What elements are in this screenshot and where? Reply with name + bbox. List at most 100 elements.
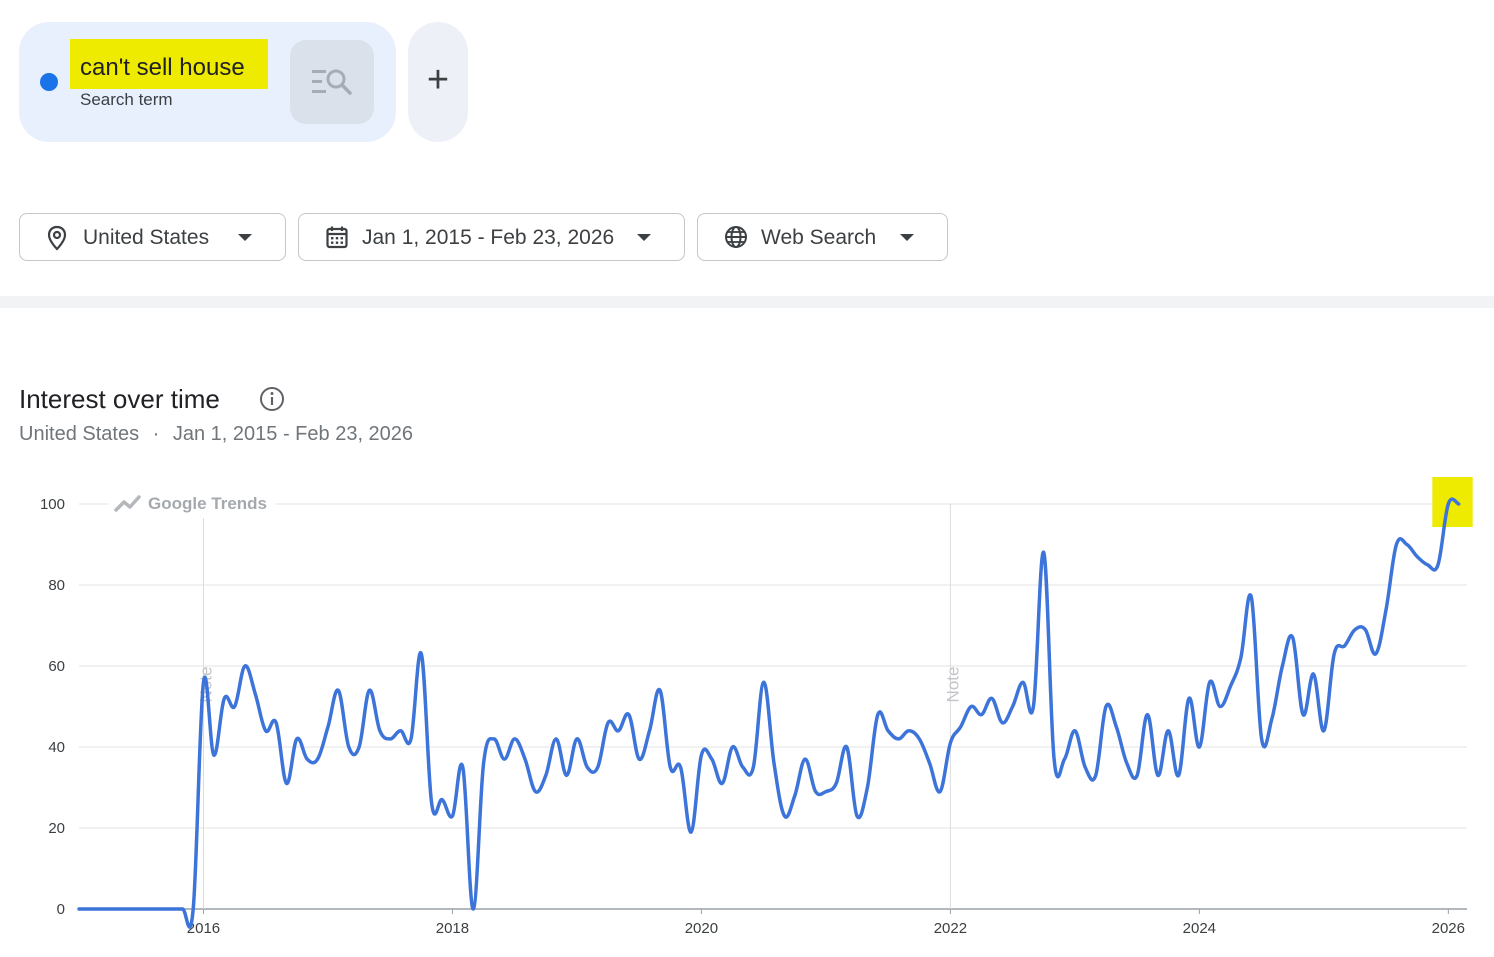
data-point	[783, 814, 786, 817]
data-point	[212, 754, 215, 757]
data-point	[1022, 681, 1025, 684]
x-tick-label: 2016	[187, 920, 220, 937]
chevron-down-icon	[637, 234, 651, 241]
data-point	[1125, 762, 1128, 765]
data-point	[399, 729, 402, 732]
data-point	[254, 693, 257, 696]
data-point	[223, 697, 226, 700]
data-point	[492, 737, 495, 740]
data-point	[1395, 543, 1398, 546]
term-highlight	[70, 39, 268, 89]
data-point	[690, 831, 693, 834]
data-point	[731, 746, 734, 749]
term-name[interactable]: can't sell house	[80, 54, 245, 81]
data-point	[1416, 555, 1419, 558]
data-point	[565, 774, 568, 777]
data-point	[1073, 729, 1076, 732]
data-point	[1405, 543, 1408, 546]
data-point	[1260, 737, 1263, 740]
data-point	[1136, 774, 1139, 777]
data-point	[472, 908, 475, 911]
data-point	[1208, 681, 1211, 684]
data-point	[669, 766, 672, 769]
term-type-label: Search term	[80, 90, 173, 109]
data-point	[451, 814, 454, 817]
data-point	[1343, 644, 1346, 647]
data-point	[928, 762, 931, 765]
data-point	[140, 908, 143, 911]
data-point	[793, 794, 796, 797]
data-point	[524, 758, 527, 761]
data-point	[1374, 652, 1377, 655]
data-point	[150, 908, 153, 911]
add-term-button[interactable]: +	[408, 22, 468, 142]
data-point	[659, 689, 662, 692]
search-term-card[interactable]: can't sell house Search term	[19, 22, 396, 142]
data-point	[1084, 766, 1087, 769]
x-tick-label: 2024	[1183, 920, 1216, 937]
data-point	[980, 713, 983, 716]
data-point	[171, 908, 174, 911]
data-point	[700, 754, 703, 757]
data-point	[627, 713, 630, 716]
section-divider	[0, 296, 1494, 308]
data-point	[907, 729, 910, 732]
date-range-filter[interactable]: Jan 1, 2015 - Feb 23, 2026	[298, 213, 685, 261]
data-point	[648, 729, 651, 732]
data-point	[773, 762, 776, 765]
data-point	[596, 766, 599, 769]
location-filter[interactable]: United States	[19, 213, 286, 261]
data-point	[1270, 717, 1273, 720]
section-subtitle: United States · Jan 1, 2015 - Feb 23, 20…	[19, 423, 413, 446]
data-point	[420, 652, 423, 655]
x-tick-label: 2018	[436, 920, 469, 937]
data-point	[430, 802, 433, 805]
data-point	[306, 758, 309, 761]
data-point	[1239, 656, 1242, 659]
latest-value-highlight	[1432, 477, 1473, 527]
data-point	[316, 758, 319, 761]
data-point	[461, 766, 464, 769]
data-point	[285, 782, 288, 785]
section-title: Interest over time	[19, 384, 220, 414]
data-point	[78, 908, 81, 911]
data-point	[1364, 628, 1367, 631]
y-tick-label: 80	[48, 577, 65, 594]
search-property-filter[interactable]: Web Search	[697, 213, 948, 261]
data-point	[109, 908, 112, 911]
y-tick-label: 60	[48, 658, 65, 675]
compare-search-button[interactable]	[290, 40, 374, 124]
data-point	[1281, 665, 1284, 668]
data-point	[804, 758, 807, 761]
interest-over-time-chart[interactable]: 0 20 40 60 80 100 2016 2018 2020 2022 2024 2026 Note…	[0, 470, 1494, 957]
term-color-dot	[40, 73, 58, 91]
data-point	[1312, 673, 1315, 676]
data-point	[337, 689, 340, 692]
data-point	[1115, 725, 1118, 728]
data-point	[918, 737, 921, 740]
data-point	[949, 742, 952, 745]
data-point	[617, 729, 620, 732]
y-tick-label: 0	[57, 901, 65, 918]
data-point	[1229, 685, 1232, 688]
data-point	[1291, 636, 1294, 639]
data-point	[441, 798, 444, 801]
data-point	[1032, 705, 1035, 708]
info-icon[interactable]	[259, 386, 285, 412]
data-point	[1053, 758, 1056, 761]
data-point	[1105, 705, 1108, 708]
data-point	[88, 908, 91, 911]
data-point	[959, 725, 962, 728]
subtitle-location: United States	[19, 423, 140, 445]
search-property-label: Web Search	[761, 226, 877, 249]
data-point	[887, 729, 890, 732]
watermark-text: Google Trends	[148, 494, 267, 513]
location-pin-icon	[47, 225, 67, 251]
data-point	[1457, 503, 1460, 506]
data-point	[264, 729, 267, 732]
x-tick-label: 2026	[1432, 920, 1465, 937]
location-label: United States	[83, 226, 210, 249]
data-point	[378, 729, 381, 732]
data-point	[1333, 652, 1336, 655]
data-point	[897, 737, 900, 740]
